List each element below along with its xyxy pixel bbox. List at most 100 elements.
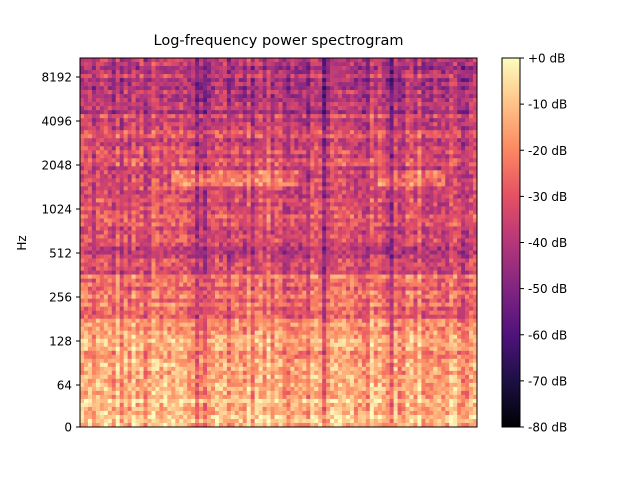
heatmap-cell [314,138,319,143]
heatmap-cell [389,178,394,183]
heatmap-cell [342,174,347,179]
heatmap-cell [95,146,101,151]
heatmap-cell [286,170,291,175]
heatmap-cell [421,190,426,195]
heatmap-cell [139,154,144,159]
heatmap-cell [155,242,160,247]
heatmap-cell [441,82,446,87]
heatmap-cell [234,218,240,223]
heatmap-cell [290,190,295,195]
heatmap-cell [203,246,208,251]
heatmap-cell [457,126,462,131]
heatmap-cell [353,62,359,67]
heatmap-cell [294,138,299,143]
heatmap-cell [218,214,224,219]
heatmap-cell [115,110,120,115]
heatmap-cell [95,118,101,123]
heatmap-cell [147,182,152,187]
heatmap-cell [111,166,117,171]
heatmap-cell [373,78,379,83]
heatmap-cell [159,170,164,175]
heatmap-cell [83,118,89,123]
heatmap-cell [357,234,363,239]
heatmap-cell [290,238,295,243]
heatmap-cell [183,178,188,183]
heatmap-cell [179,218,184,223]
heatmap-cell [397,230,402,235]
heatmap-cell [298,70,303,75]
heatmap-cell [453,118,458,123]
heatmap-cell [179,118,184,123]
heatmap-cell [397,250,402,255]
heatmap-cell [230,250,236,255]
heatmap-cell [322,114,327,119]
heatmap-cell [441,206,446,211]
heatmap-cell [389,234,394,239]
heatmap-cell [211,182,216,187]
heatmap-cell [131,162,136,167]
heatmap-cell [393,190,398,195]
heatmap-cell [274,70,279,75]
heatmap-cell [167,62,172,67]
heatmap-cell [429,238,434,243]
heatmap-cell [449,242,454,247]
heatmap-cell [302,186,307,191]
heatmap-cell [365,238,371,243]
heatmap-cell [83,154,89,159]
heatmap-cell [334,166,339,171]
heatmap-cell [397,182,402,187]
heatmap-cell [377,138,383,143]
heatmap-cell [326,190,331,195]
heatmap-cell [429,170,434,175]
heatmap-cell [167,250,172,255]
heatmap-cell [246,194,252,199]
heatmap-cell [266,174,271,179]
heatmap-cell [143,126,148,131]
heatmap-cell [123,238,128,243]
heatmap-cell [465,90,470,95]
heatmap-cell [119,254,124,259]
heatmap-cell [349,222,355,227]
heatmap-cell [226,90,232,95]
heatmap-cell [80,242,85,247]
heatmap-cell [171,130,176,135]
heatmap-cell [345,62,351,67]
heatmap-cell [373,198,379,203]
heatmap-cell [151,206,156,211]
heatmap-cell [349,226,355,231]
heatmap-cell [357,230,363,235]
heatmap-cell [151,62,156,67]
heatmap-cell [421,162,426,167]
heatmap-cell [302,146,307,151]
heatmap-cell [195,222,200,227]
heatmap-cell [457,170,462,175]
heatmap-cell [385,194,390,199]
heatmap-cell [365,114,371,119]
heatmap-cell [218,114,224,119]
heatmap-cell [342,158,347,163]
heatmap-cell [167,158,172,163]
heatmap-cell [242,198,248,203]
heatmap-cell [393,166,398,171]
heatmap-cell [87,102,93,107]
heatmap-cell [250,182,255,187]
heatmap-cell [80,158,85,163]
heatmap-cell [238,134,244,139]
heatmap-cell [211,102,216,107]
heatmap-cell [389,94,394,99]
heatmap-cell [191,158,196,163]
heatmap-cell [270,174,275,179]
heatmap-cell [389,230,394,235]
heatmap-cell [270,114,275,119]
heatmap-cell [135,86,140,91]
heatmap-cell [294,186,299,191]
heatmap-cell [103,146,109,151]
heatmap-cell [413,162,418,167]
heatmap-cell [258,122,263,127]
heatmap-cell [417,214,422,219]
heatmap-cell [179,62,184,67]
heatmap-cell [155,246,160,251]
heatmap-cell [393,118,398,123]
heatmap-cell [433,110,438,115]
heatmap-cell [270,70,275,75]
